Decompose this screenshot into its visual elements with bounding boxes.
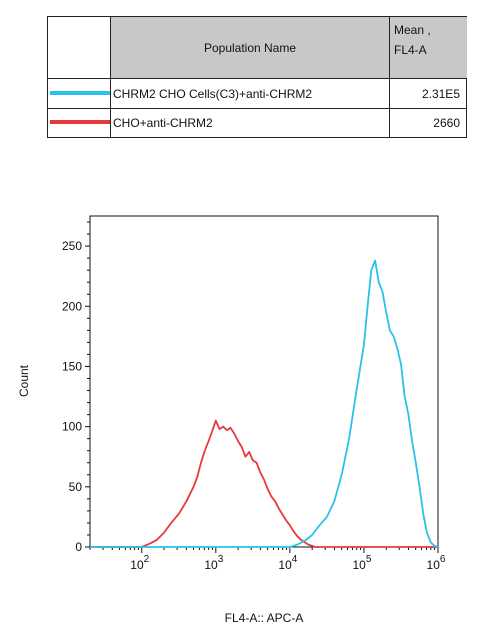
plot-frame (89, 215, 439, 548)
header-mean-line2: FL4-A (394, 43, 427, 57)
header-mean-line1: Mean , (394, 23, 431, 37)
mean-value-cell: 2660 (433, 115, 460, 130)
legend-table: Population Name Mean , FL4-A CHRM2 CHO C… (47, 16, 467, 138)
swatch-cell (48, 79, 110, 108)
red-histogram-series (90, 419, 438, 548)
y-tick-label: 50 (69, 480, 83, 494)
header-population-name: Population Name (110, 17, 390, 79)
table-row: CHO+anti-CHRM2 2660 (48, 108, 466, 137)
y-axis: 0 50 100 150 200 250 (62, 221, 90, 554)
y-tick-label: 200 (62, 299, 82, 313)
x-tick-label: 104 (278, 554, 297, 572)
mean-value-cell: 2.31E5 (421, 86, 460, 101)
population-name-cell: CHRM2 CHO Cells(C3)+anti-CHRM2 (110, 79, 390, 108)
x-tick-label: 103 (204, 554, 223, 572)
y-tick-label: 100 (62, 420, 82, 434)
y-axis-label: Count (17, 364, 31, 397)
cyan-histogram-series (90, 259, 439, 548)
x-axis-label: FL4-A:: APC-A (225, 611, 304, 625)
header-mean: Mean , FL4-A (390, 17, 467, 79)
x-tick-label: 102 (130, 554, 149, 572)
population-name-cell: CHO+anti-CHRM2 (110, 108, 390, 137)
cyan-line-swatch (50, 91, 110, 95)
y-tick-label: 0 (75, 540, 82, 554)
table-row: CHRM2 CHO Cells(C3)+anti-CHRM2 2.31E5 (48, 79, 466, 109)
x-axis: 102 103 104 105 106 (89, 547, 446, 572)
x-tick-label: 105 (352, 554, 371, 572)
histogram-chart: 0 50 100 150 200 250 102 103 104 105 106 Count FL… (17, 215, 446, 625)
y-tick-label: 250 (62, 239, 82, 253)
red-line-swatch (50, 120, 110, 124)
x-tick-label: 106 (427, 554, 446, 572)
y-tick-label: 150 (62, 359, 82, 373)
series-layer (90, 259, 439, 548)
swatch-cell (48, 108, 110, 137)
header-swatch-cell (48, 17, 110, 79)
